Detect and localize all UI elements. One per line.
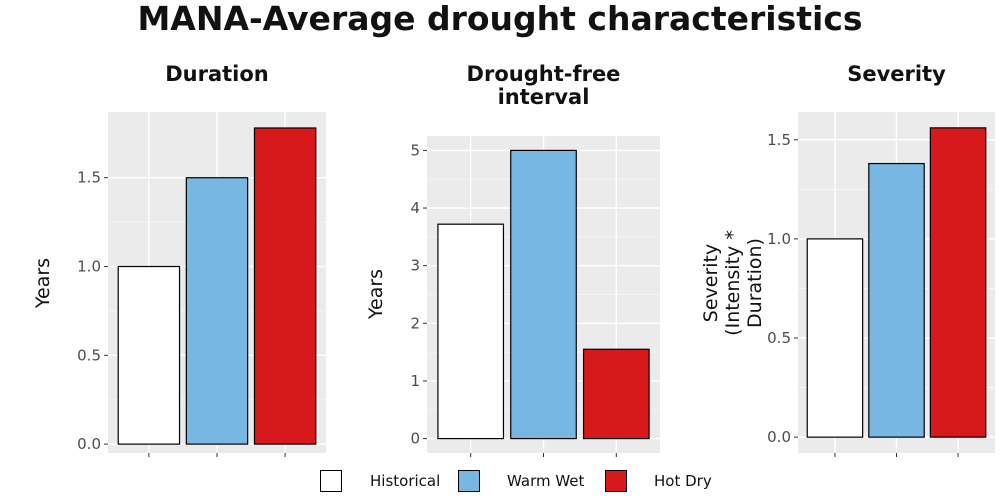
y-tick-label: 0.5	[767, 329, 791, 347]
bar-historical	[437, 223, 505, 440]
y-tick-label: 0.0	[77, 435, 101, 453]
bar-historical	[806, 238, 864, 438]
chart-title: MANA-Average drought characteristics	[137, 0, 863, 38]
y-tick-label: 0	[410, 430, 420, 448]
bar-hot-dry	[582, 348, 650, 440]
y-tick-label: 4	[410, 199, 420, 217]
bar-warm-wet	[185, 177, 249, 445]
legend-key-warm-wet	[458, 470, 480, 492]
panel-title-duration: Duration	[165, 62, 269, 86]
legend-key-historical	[320, 470, 342, 492]
y-tick-label: 0.5	[77, 346, 101, 364]
legend-key-hot-dry	[605, 470, 627, 492]
bar-warm-wet	[868, 162, 925, 438]
legend-label-historical: Historical	[370, 472, 441, 490]
y-tick-label: 5	[410, 141, 420, 159]
y-tick-label: 1.5	[77, 169, 101, 187]
bar-hot-dry	[929, 127, 987, 438]
panel-title-drought-free-interval: Drought-free interval	[466, 62, 621, 109]
bar-warm-wet	[510, 149, 577, 440]
bar-historical	[117, 265, 181, 445]
y-tick-label: 1	[410, 372, 420, 390]
y-tick-label: 0.0	[767, 428, 791, 446]
legend-label-hot-dry: Hot Dry	[654, 472, 712, 490]
y-tick-label: 1.0	[767, 230, 791, 248]
y-tick-label: 2	[410, 314, 420, 332]
legend-label-warm-wet: Warm Wet	[507, 472, 585, 490]
y-tick-label: 1.5	[767, 131, 791, 149]
y-tick-label: 1.0	[77, 258, 101, 276]
panel-title-severity: Severity	[847, 62, 946, 86]
y-tick-label: 3	[410, 257, 420, 275]
bar-hot-dry	[253, 127, 317, 445]
